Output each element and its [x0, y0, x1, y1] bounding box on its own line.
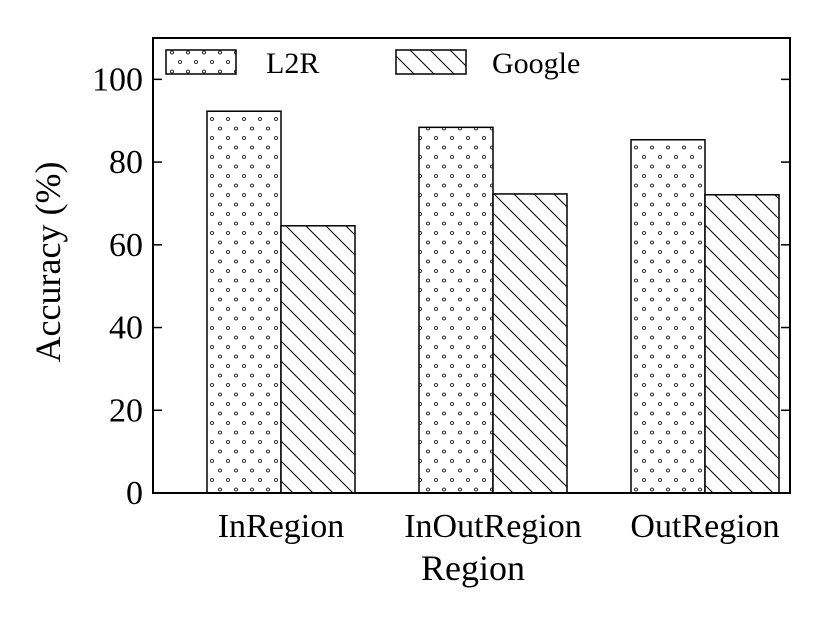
legend-swatch-google: [395, 49, 467, 75]
bar-google-outregion: [704, 194, 780, 494]
bar-l2r-inregion: [206, 110, 282, 494]
plot-frame: [152, 37, 791, 494]
bar-google-inoutregion: [492, 193, 568, 494]
legend-label-google: Google: [492, 47, 580, 80]
legend-label-l2r: L2R: [266, 47, 319, 80]
legend-swatch-l2r: [165, 49, 237, 75]
bar-l2r-outregion: [630, 139, 706, 494]
x-category-label: OutRegion: [630, 508, 779, 545]
y-tick-label: 80: [109, 144, 143, 181]
bars-layer: [206, 110, 780, 494]
y-tick-label: 0: [126, 475, 143, 512]
x-category-label: InRegion: [218, 508, 345, 545]
y-axis-label: Accuracy (%): [28, 162, 68, 363]
y-axis-ticks: 0 20 40 60 80 100: [92, 61, 790, 512]
y-tick-label: 40: [109, 310, 143, 347]
bar-l2r-inoutregion: [418, 126, 494, 494]
x-category-label: InOutRegion: [404, 508, 582, 545]
x-axis-label: Region: [421, 548, 525, 588]
y-tick-label: 20: [109, 392, 143, 429]
y-tick-label: 60: [109, 227, 143, 264]
bar-google-inregion: [280, 225, 356, 494]
legend: L2R Google: [165, 47, 580, 80]
y-tick-label: 100: [92, 61, 143, 98]
x-axis-category-labels: InRegion InOutRegion OutRegion: [218, 508, 780, 545]
